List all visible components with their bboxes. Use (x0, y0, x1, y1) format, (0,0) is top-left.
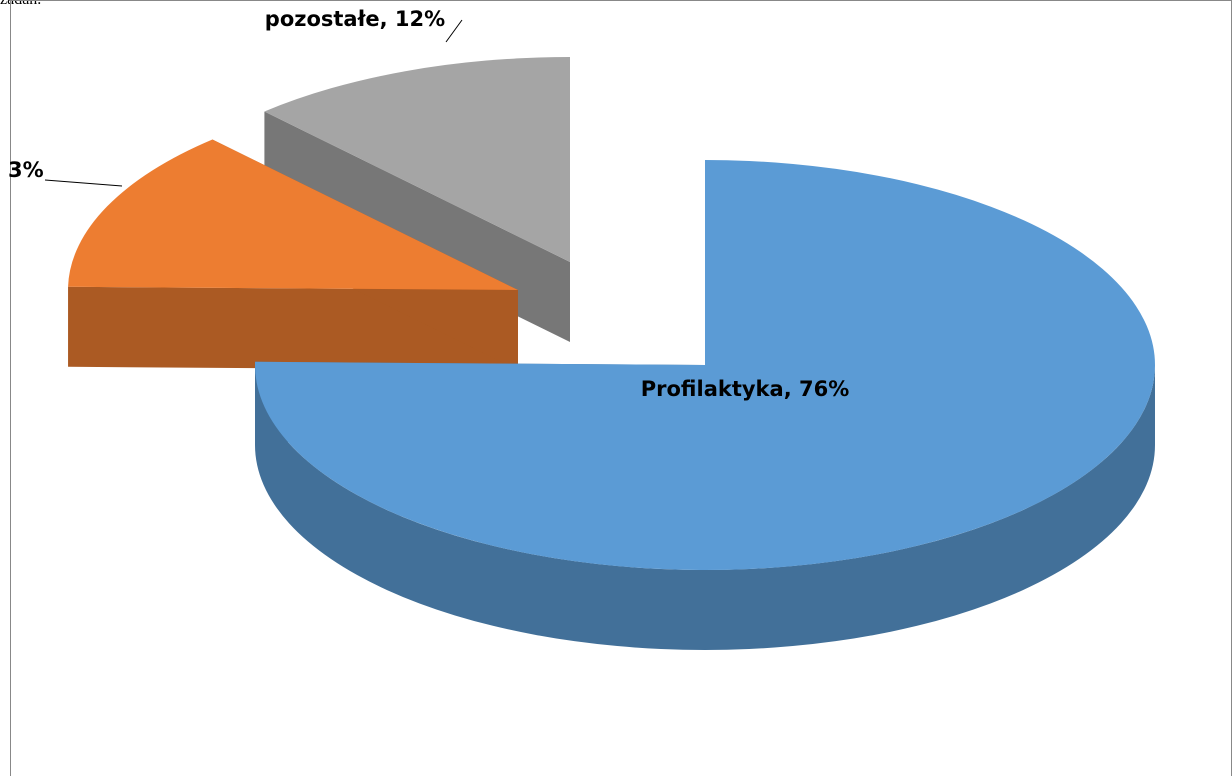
data-label: Profilaktyka, 76% (641, 377, 850, 401)
slice (68, 139, 519, 290)
data-label: 3% (8, 158, 44, 182)
leader-line (445, 19, 463, 43)
slice-wall (255, 365, 1155, 650)
top-text: zadań. (0, 0, 41, 9)
leader-line (44, 179, 123, 187)
data-label: pozostałe, 12% (265, 7, 445, 31)
slice (264, 57, 570, 262)
slice (255, 160, 1155, 571)
